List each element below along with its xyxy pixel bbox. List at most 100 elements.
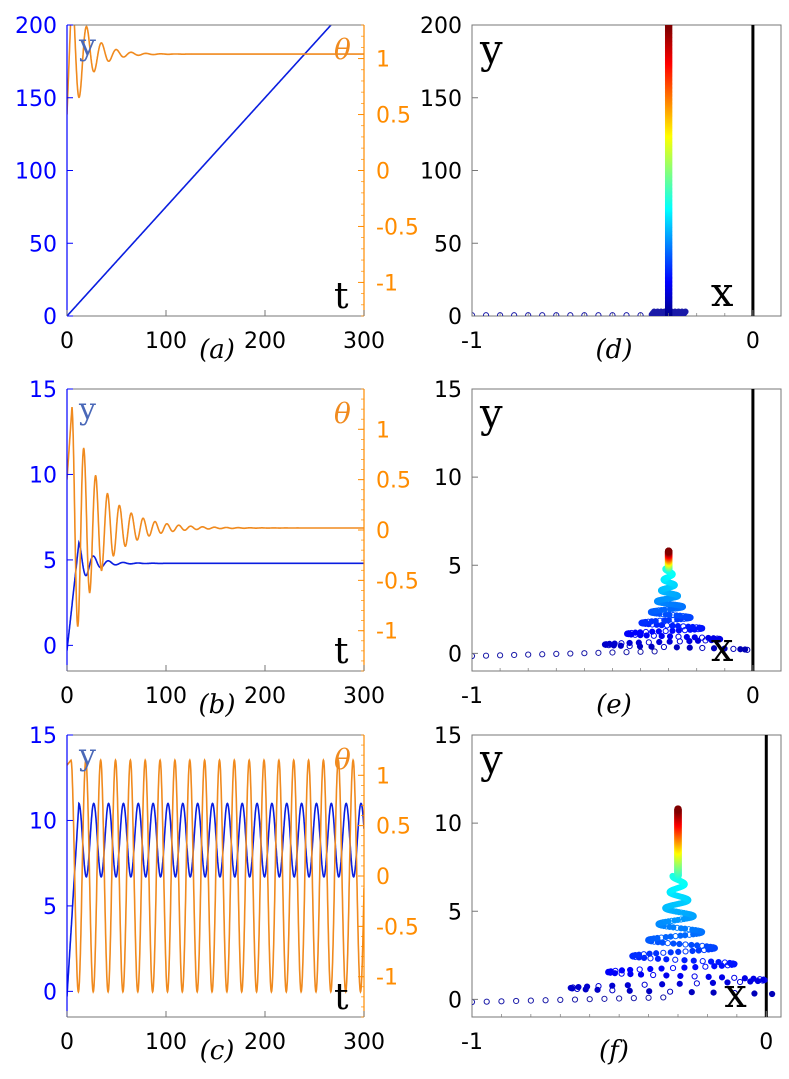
- y-tick-label: 50: [434, 232, 462, 257]
- trajectory-point: [674, 805, 682, 813]
- trajectory-point: [710, 645, 718, 652]
- trajectory-point: [691, 973, 698, 980]
- y-axis-label: y: [479, 737, 503, 783]
- trajectory-point: [472, 652, 476, 660]
- trajectory-point: [609, 982, 616, 989]
- y-tick-label: 0: [43, 980, 57, 1005]
- trajectory-point: [496, 652, 504, 659]
- trajectory-point: [656, 638, 663, 646]
- trajectory-point: [705, 973, 712, 980]
- trajectory-point: [658, 632, 665, 640]
- plot-frame: [471, 734, 782, 1018]
- trajectory-point: [688, 989, 695, 996]
- trajectory-point: [675, 633, 682, 640]
- trajectory-point: [653, 950, 660, 957]
- trajectory-point: [673, 644, 680, 651]
- theta-tick-label: -1: [376, 620, 398, 645]
- trajectory-point: [624, 982, 631, 989]
- panel-b: 0 100 200 300 0 5 10 15 -1 -0.5 0 0.5 1 y θ t (b): [29, 378, 419, 720]
- trajectory-point: [635, 639, 642, 646]
- trajectory-point: [651, 648, 658, 655]
- trajectory-point: [769, 990, 776, 998]
- trajectory-point: [685, 623, 692, 630]
- y-tick-label: 150: [15, 87, 57, 112]
- trajectory-point: [681, 964, 688, 971]
- x-tick-label: 100: [145, 684, 187, 709]
- x-tick-label: 300: [343, 1030, 385, 1055]
- trajectory-point: [750, 975, 757, 982]
- y-tick-label: 5: [448, 554, 462, 579]
- theta-tick-label: 1: [376, 418, 390, 443]
- trajectory-point: [699, 958, 706, 965]
- x-axis-label: x: [711, 270, 734, 316]
- panel-e: -1 0 0 5 10 15 y x (e): [434, 378, 782, 720]
- trajectory-point: [601, 995, 608, 1002]
- trajectory-point: [539, 312, 546, 316]
- trajectory-point: [689, 947, 696, 955]
- panel-label: (d): [596, 335, 633, 365]
- trajectory-point: [670, 940, 677, 947]
- trajectory-point: [682, 308, 689, 315]
- theta-tick-label: 0.5: [376, 469, 411, 494]
- trajectory-point: [553, 312, 560, 316]
- y-tick-label: 5: [448, 900, 462, 925]
- theta-tick-label: -1: [376, 966, 398, 991]
- y-tick-label: 10: [434, 466, 462, 491]
- x-axis-label: t: [334, 977, 349, 1018]
- trajectory-point: [688, 941, 695, 949]
- trajectory-points: [472, 547, 751, 660]
- x-tick-label: 200: [244, 329, 286, 354]
- trajectory-point: [686, 644, 693, 651]
- x-tick-label: 0: [60, 684, 74, 709]
- trajectory-point: [626, 987, 633, 994]
- x-tick-label: 200: [244, 684, 286, 709]
- trajectory-point: [647, 965, 654, 973]
- theta-tick-label: 1: [376, 764, 390, 789]
- series-line-theta: [67, 407, 364, 627]
- trajectory-point: [709, 979, 717, 986]
- y-tick-label: 0: [43, 634, 57, 659]
- trajectory-point: [511, 312, 518, 316]
- trajectory-point: [581, 650, 588, 657]
- trajectory-point: [571, 996, 579, 1003]
- trajectory-point: [741, 975, 748, 982]
- trajectory-point: [611, 640, 618, 647]
- series-line-theta: [67, 25, 364, 115]
- trajectory-point: [715, 958, 722, 966]
- trajectory-point: [646, 988, 653, 995]
- trajectory-point: [586, 996, 593, 1003]
- y-tick-label: 15: [29, 724, 57, 749]
- x-axis-label: x: [711, 625, 734, 671]
- panel-label: (a): [199, 335, 235, 365]
- panel-label: (f): [599, 1036, 629, 1066]
- trajectory-point: [718, 974, 726, 981]
- trajectory-point: [539, 651, 546, 658]
- series-line-y: [67, 801, 364, 997]
- trajectory-point: [658, 965, 665, 972]
- theta-tick-label: -0.5: [376, 569, 419, 594]
- trajectory-point: [581, 312, 588, 316]
- trajectory-point: [595, 312, 602, 316]
- trajectory-point: [542, 997, 549, 1004]
- trajectory-point: [525, 651, 532, 658]
- y-axis-label: y: [479, 27, 503, 73]
- y-tick-label: 15: [434, 378, 462, 403]
- trajectory-point: [612, 967, 619, 974]
- trajectory-point: [557, 996, 564, 1004]
- panel-a: 0 100 200 300 0 50 100 150 200 -1 -0.5 0 0.5 1 y θ t (a): [15, 14, 419, 365]
- y-tick-label: 0: [43, 305, 57, 330]
- trajectory-point: [721, 959, 728, 966]
- trajectory-point: [609, 649, 616, 656]
- trajectory-point: [731, 974, 738, 981]
- trajectory-point: [623, 649, 630, 656]
- x-tick-label: 200: [244, 1030, 286, 1055]
- y-tick-label: 50: [29, 232, 57, 257]
- series-line-y: [67, 539, 364, 651]
- theta-tick-label: 0.5: [376, 104, 411, 129]
- y-tick-label: 200: [15, 14, 57, 39]
- trajectory-point: [731, 989, 738, 997]
- trajectory-point: [681, 957, 688, 964]
- theta-tick-label: 0: [376, 519, 390, 544]
- trajectory-point: [681, 932, 689, 939]
